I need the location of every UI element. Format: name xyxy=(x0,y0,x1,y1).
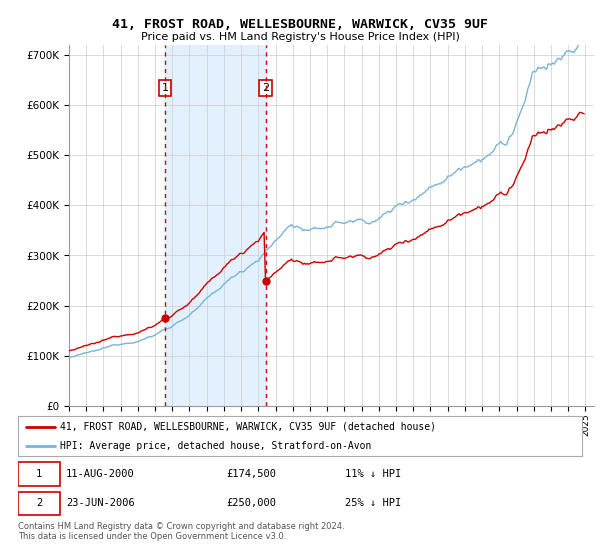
Text: Contains HM Land Registry data © Crown copyright and database right 2024.
This d: Contains HM Land Registry data © Crown c… xyxy=(18,522,344,542)
Text: £174,500: £174,500 xyxy=(227,469,277,479)
Text: 1: 1 xyxy=(36,469,42,479)
FancyBboxPatch shape xyxy=(18,462,60,486)
Text: Price paid vs. HM Land Registry's House Price Index (HPI): Price paid vs. HM Land Registry's House … xyxy=(140,32,460,42)
Text: £250,000: £250,000 xyxy=(227,498,277,508)
Text: 11-AUG-2000: 11-AUG-2000 xyxy=(66,469,134,479)
Text: 23-JUN-2006: 23-JUN-2006 xyxy=(66,498,134,508)
Text: 41, FROST ROAD, WELLESBOURNE, WARWICK, CV35 9UF (detached house): 41, FROST ROAD, WELLESBOURNE, WARWICK, C… xyxy=(60,422,436,432)
Text: HPI: Average price, detached house, Stratford-on-Avon: HPI: Average price, detached house, Stra… xyxy=(60,441,371,450)
Text: 11% ↓ HPI: 11% ↓ HPI xyxy=(345,469,401,479)
Text: 41, FROST ROAD, WELLESBOURNE, WARWICK, CV35 9UF: 41, FROST ROAD, WELLESBOURNE, WARWICK, C… xyxy=(112,18,488,31)
Bar xyxy=(165,45,266,406)
Text: 25% ↓ HPI: 25% ↓ HPI xyxy=(345,498,401,508)
Text: 2: 2 xyxy=(262,83,269,93)
Text: 1: 1 xyxy=(161,83,169,93)
FancyBboxPatch shape xyxy=(18,492,60,515)
Text: 2: 2 xyxy=(36,498,42,508)
